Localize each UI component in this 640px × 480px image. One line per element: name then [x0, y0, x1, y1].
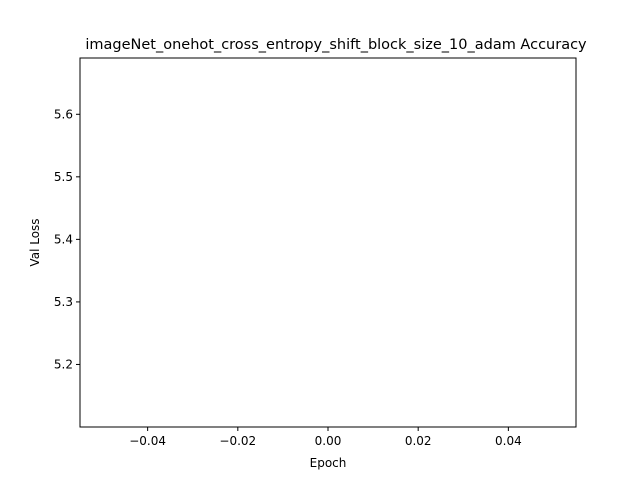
x-tick-label: 0.04	[495, 434, 522, 448]
y-axis-label: Val Loss	[28, 218, 42, 266]
x-axis-label: Epoch	[310, 456, 347, 470]
x-tick-label: 0.00	[315, 434, 342, 448]
y-tick-label: 5.2	[54, 357, 73, 371]
x-tick-label: 0.02	[405, 434, 432, 448]
y-tick-label: 5.3	[54, 295, 73, 309]
y-tick-label: 5.6	[54, 107, 73, 121]
y-tick-label: 5.5	[54, 170, 73, 184]
chart-title: imageNet_onehot_cross_entropy_shift_bloc…	[85, 37, 587, 53]
y-tick-label: 5.4	[54, 232, 73, 246]
y-axis-ticks: 5.2 5.3 5.4 5.5 5.6	[54, 107, 80, 371]
x-tick-label: −0.04	[129, 434, 166, 448]
x-tick-label: −0.02	[219, 434, 256, 448]
x-axis-ticks: −0.04 −0.02 0.00 0.02 0.04	[129, 427, 522, 448]
